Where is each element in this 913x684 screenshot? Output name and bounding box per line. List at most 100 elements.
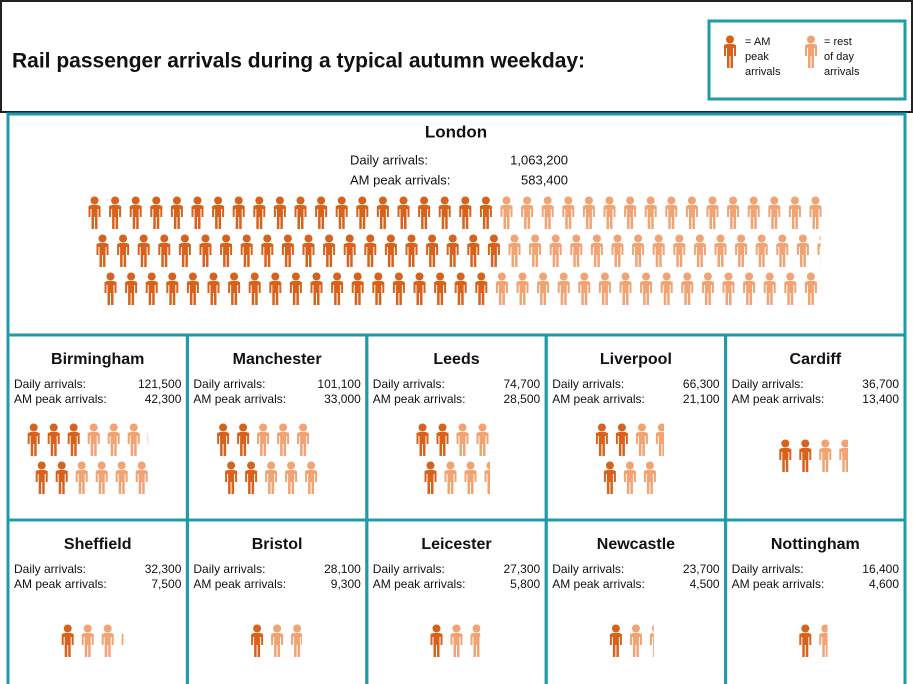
icon-body [372, 281, 385, 305]
person-icon [253, 196, 266, 229]
icon-head [781, 439, 790, 448]
icon-body [245, 470, 258, 494]
person-icon [562, 196, 575, 229]
icon-head [253, 624, 262, 633]
person-icon [623, 461, 636, 494]
legend-box [707, 19, 907, 101]
person-icon [67, 423, 80, 456]
person-icon [603, 196, 616, 229]
icon-head [687, 196, 696, 205]
icon-head [90, 196, 99, 205]
icon-head [139, 234, 148, 243]
icon-body [285, 470, 298, 494]
icon-head [486, 461, 491, 470]
person-icon [799, 624, 812, 657]
icon-body [611, 243, 624, 267]
daily-value: 66,300 [683, 377, 720, 391]
person-icon [273, 196, 286, 229]
person-icon [147, 432, 149, 444]
icon-body [649, 633, 654, 657]
person-icon [454, 272, 467, 305]
icon-head [456, 272, 465, 281]
icon-head [420, 196, 429, 205]
person-icon [817, 235, 821, 267]
icon-head [790, 196, 799, 205]
icon-head [551, 234, 560, 243]
icon-head [440, 196, 449, 205]
icon-body [413, 281, 426, 305]
icon-head [621, 272, 630, 281]
icon-head [819, 235, 821, 242]
icon-body [570, 243, 583, 267]
icon-head [247, 461, 256, 470]
icon-body [81, 633, 94, 657]
icon-body [537, 281, 550, 305]
icon-head [168, 272, 177, 281]
person-icon [356, 196, 369, 229]
icon-head [631, 624, 640, 633]
legend-text: arrivals [824, 66, 860, 78]
icon-body [364, 243, 377, 267]
daily-label: Daily arrivals: [552, 377, 624, 391]
am-label: AM peak arrivals: [373, 392, 466, 406]
icon-body [137, 243, 150, 267]
icon-body [127, 432, 140, 456]
am-value: 4,600 [869, 577, 899, 591]
person-icon [500, 196, 513, 229]
person-icon [521, 196, 534, 229]
person-icon [217, 423, 230, 456]
icon-head [821, 439, 830, 448]
person-icon [212, 196, 225, 229]
person-icon [109, 196, 122, 229]
icon-body [426, 243, 439, 267]
person-icon [289, 272, 302, 305]
icon-head [489, 234, 498, 243]
icon-body [643, 470, 656, 494]
icon-head [432, 624, 441, 633]
person-icon [724, 35, 736, 68]
person-icon [291, 624, 303, 657]
icon-body [562, 205, 575, 229]
city-name: Cardiff [790, 351, 842, 368]
am-value: 9,300 [331, 577, 361, 591]
person-icon [107, 423, 120, 456]
icon-head [77, 461, 86, 470]
icon-head [801, 439, 810, 448]
icon-body [297, 432, 310, 456]
icon-head [461, 196, 470, 205]
icon-body [125, 281, 138, 305]
person-icon [784, 272, 797, 305]
icon-body [351, 281, 364, 305]
icon-head [518, 272, 527, 281]
icon-head [98, 234, 107, 243]
city-name: Manchester [233, 351, 322, 368]
icon-head [83, 624, 92, 633]
person-icon [265, 461, 278, 494]
person-icon [436, 423, 449, 456]
person-icon [763, 272, 776, 305]
daily-value: 121,500 [138, 377, 182, 391]
person-icon [446, 234, 459, 267]
icon-head [304, 234, 313, 243]
icon-body [397, 205, 410, 229]
icon-body [323, 243, 336, 267]
icon-head [597, 423, 606, 432]
icon-body [261, 243, 274, 267]
icon-head [645, 461, 654, 470]
person-icon [302, 234, 315, 267]
icon-head [572, 234, 581, 243]
person-icon [81, 624, 94, 657]
icon-head [287, 461, 296, 470]
icon-head [654, 234, 663, 243]
icon-body [727, 205, 740, 229]
icon-head [353, 272, 362, 281]
icon-head [786, 272, 795, 281]
person-icon [632, 234, 645, 267]
icon-head [263, 234, 272, 243]
city-name: Nottingham [771, 536, 860, 553]
person-icon [317, 424, 329, 457]
icon-body [186, 281, 199, 305]
daily-label: Daily arrivals: [14, 562, 86, 576]
person-icon [104, 272, 117, 305]
icon-body [479, 205, 492, 229]
